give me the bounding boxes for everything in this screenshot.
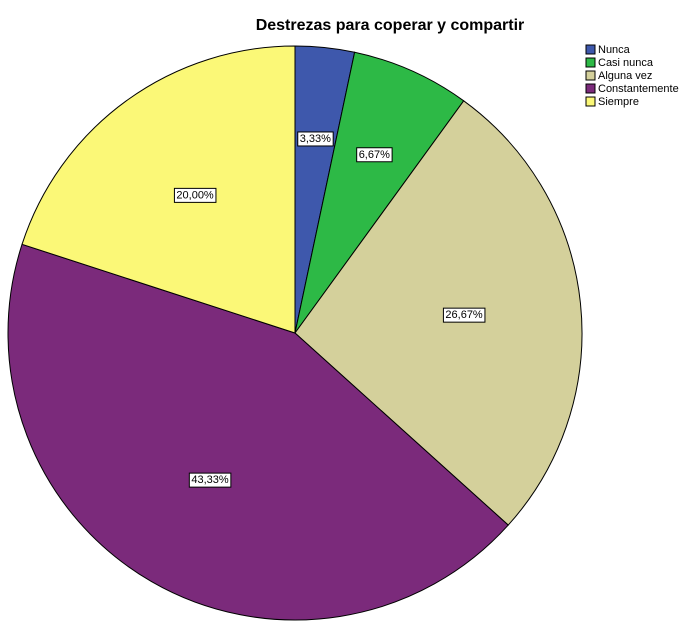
pie-slice — [294, 51, 465, 334]
data-label-text: 3,33% — [300, 133, 331, 145]
data-label: 43,33% — [188, 472, 232, 488]
legend-swatch — [585, 83, 596, 94]
pie-slice — [7, 243, 509, 621]
chart-title: Destrezas para coperar y compartir — [256, 17, 525, 34]
legend-label: Casi nunca — [598, 57, 654, 69]
data-label: 6,67% — [356, 147, 393, 163]
data-label-box — [442, 307, 486, 323]
legend-swatch — [585, 70, 596, 81]
legend-swatch — [585, 44, 596, 55]
pie-slice — [294, 100, 583, 526]
pie-slice — [21, 45, 296, 334]
data-label-text: 43,33% — [191, 474, 229, 486]
data-label: 20,00% — [173, 187, 217, 203]
legend-swatch — [585, 96, 596, 107]
data-label: 3,33% — [297, 131, 334, 147]
data-label-box — [173, 187, 217, 203]
data-label-text: 26,67% — [445, 309, 483, 321]
legend-label: Nunca — [598, 44, 631, 56]
data-label-box — [297, 131, 334, 147]
legend-label: Constantemente — [598, 83, 679, 95]
data-label-box — [188, 472, 232, 488]
data-label: 26,67% — [442, 307, 486, 323]
legend-label: Alguna vez — [598, 70, 652, 82]
data-label-text: 20,00% — [176, 189, 214, 201]
data-label-box — [356, 147, 393, 163]
legend-swatch — [585, 57, 596, 68]
legend-label: Siempre — [598, 96, 639, 108]
data-label-text: 6,67% — [359, 149, 390, 161]
